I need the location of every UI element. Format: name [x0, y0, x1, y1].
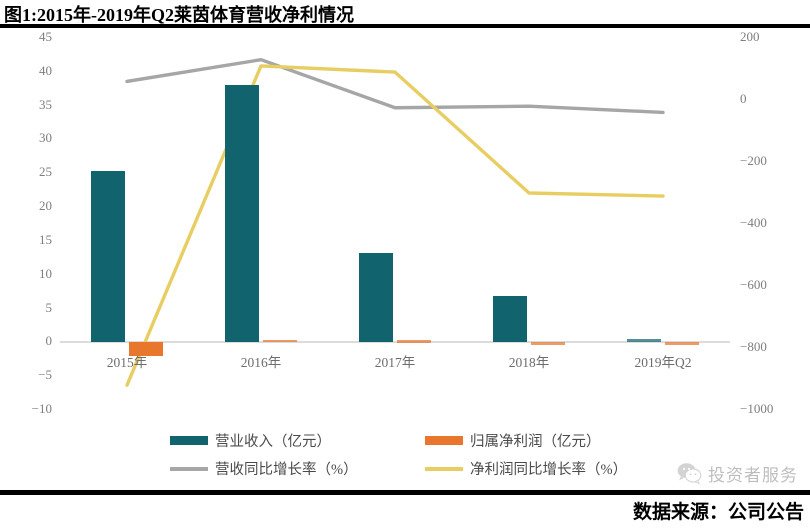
bar-profit — [129, 342, 163, 356]
watermark-label: 投资者服务 — [708, 465, 798, 485]
left-axis-tick: −10 — [31, 401, 52, 416]
right-axis-tick: −1000 — [740, 401, 774, 416]
line-profit-growth — [125, 64, 665, 387]
bar-profit — [531, 342, 565, 346]
category-tick-label: 2017年 — [374, 355, 416, 371]
source-note: 数据来源：公司公告 — [632, 502, 804, 523]
footer-bar: 数据来源：公司公告 — [0, 490, 810, 528]
chart-legend: 营业收入（亿元） 归属净利润（亿元） 营收同比增长率（%） 净利润同比增长率（%） — [0, 428, 810, 490]
line-revenue-growth — [125, 58, 665, 115]
page-title: 图1:2015年-2019年Q2莱茵体育营收净利情况 — [4, 5, 354, 25]
right-axis-tick: −600 — [740, 277, 767, 292]
bar-revenue — [359, 253, 393, 343]
category-tick-label: 2016年 — [240, 355, 282, 371]
legend-item[interactable]: 归属净利润（亿元） — [425, 430, 601, 451]
legend-swatch-line — [170, 466, 208, 471]
left-axis-tick: 15 — [39, 231, 52, 247]
bar-revenue — [91, 171, 125, 343]
plot-area — [60, 38, 730, 410]
chart-title-bar: 图1:2015年-2019年Q2莱茵体育营收净利情况 — [0, 0, 810, 28]
left-axis-tick: 25 — [39, 164, 52, 180]
legend-swatch-bar — [425, 436, 463, 445]
right-axis-tick: 200 — [740, 29, 760, 44]
left-axis-tick: 20 — [39, 198, 52, 214]
bar-profit — [397, 340, 431, 343]
watermark: 投资者服务 — [676, 460, 798, 486]
legend-item[interactable]: 营收同比增长率（%） — [170, 458, 358, 479]
left-axis-tick: 35 — [39, 96, 52, 112]
left-axis-tick: −5 — [38, 367, 52, 383]
left-axis-tick: 10 — [39, 265, 52, 281]
left-axis-tick: 0 — [45, 333, 53, 349]
right-axis-tick: −200 — [740, 153, 767, 168]
legend-swatch-bar — [170, 436, 208, 445]
legend-item[interactable]: 营业收入（亿元） — [170, 430, 331, 451]
category-tick-label: 2015年 — [106, 355, 148, 371]
bar-revenue — [225, 85, 259, 343]
zero-baseline — [60, 341, 730, 344]
category-tick-label: 2019年Q2 — [634, 355, 692, 371]
bar-revenue — [493, 295, 527, 343]
left-axis-tick: 45 — [39, 29, 52, 44]
left-axis-tick: 5 — [45, 299, 53, 315]
wechat-icon — [677, 463, 702, 485]
legend-label: 归属净利润（亿元） — [470, 434, 601, 450]
legend-label: 营收同比增长率（%） — [215, 462, 358, 478]
chart-canvas: 45 40 35 30 25 20 15 10 5 0 −5 −10 200 0 −200 −400 −600… — [0, 29, 810, 490]
bar-revenue — [627, 338, 661, 343]
bar-profit — [665, 342, 699, 346]
right-axis-tick: −400 — [740, 215, 767, 230]
right-axis-tick: 0 — [740, 91, 747, 106]
left-axis-tick: 30 — [39, 130, 52, 146]
legend-label: 营业收入（亿元） — [215, 434, 331, 450]
right-axis-tick: −800 — [740, 339, 767, 354]
legend-label: 净利润同比增长率（%） — [470, 462, 628, 478]
legend-item[interactable]: 净利润同比增长率（%） — [425, 458, 627, 479]
bar-profit — [263, 339, 297, 343]
category-tick-label: 2018年 — [508, 355, 550, 371]
left-axis-tick: 40 — [39, 62, 52, 78]
line-series-layer — [125, 58, 665, 387]
legend-swatch-line — [425, 466, 463, 471]
